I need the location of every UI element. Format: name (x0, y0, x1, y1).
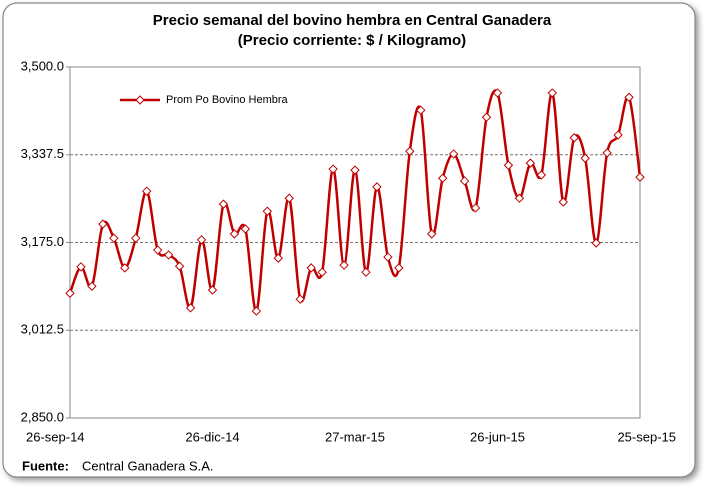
data-point (240, 224, 251, 234)
data-point (383, 252, 393, 262)
data-point (273, 253, 283, 263)
x-tick-label: 26-jun-15 (470, 429, 525, 444)
data-point (558, 197, 568, 207)
data-point (503, 160, 514, 170)
data-point (624, 92, 634, 102)
data-point (131, 233, 141, 243)
data-point (372, 182, 382, 192)
series-line (68, 89, 642, 313)
data-point (569, 133, 579, 143)
data-point (284, 193, 294, 203)
data-point (602, 148, 612, 158)
data-point (262, 206, 273, 216)
data-point (251, 306, 262, 316)
data-point (580, 153, 590, 163)
data-point (591, 238, 601, 248)
data-point (306, 263, 316, 273)
data-point (328, 164, 338, 174)
chart-title: Precio semanal del bovino hembra en Cent… (153, 12, 552, 29)
data-point (525, 158, 536, 168)
x-tick-label: 25-sep-15 (617, 429, 676, 444)
y-tick-label: 3,500.0 (21, 58, 64, 73)
data-point (218, 199, 229, 209)
data-point (416, 105, 426, 115)
data-point (536, 170, 547, 180)
data-point (109, 233, 119, 243)
data-point (76, 262, 86, 272)
data-point (142, 186, 152, 196)
data-point (470, 203, 481, 213)
x-tick-label: 26-sep-14 (26, 429, 85, 444)
data-point (481, 112, 492, 122)
data-point (339, 260, 349, 270)
data-point (405, 146, 415, 156)
data-point (547, 88, 558, 98)
data-point (514, 193, 525, 203)
data-point (317, 267, 327, 277)
y-tick-label: 3,337.5 (21, 146, 64, 161)
data-point (163, 250, 174, 260)
chart-subtitle: (Precio corriente: $ / Kilogramo) (238, 32, 466, 49)
data-point (448, 149, 459, 159)
data-point (120, 263, 130, 273)
legend-marker (135, 95, 145, 105)
data-point (350, 165, 360, 175)
data-point (174, 261, 185, 271)
data-point (196, 235, 207, 245)
data-point (492, 88, 503, 98)
data-point (295, 294, 305, 304)
y-tick-label: 3,175.0 (21, 234, 64, 249)
legend-label: Prom Po Bovino Hembra (166, 94, 289, 106)
y-tick-label: 2,850.0 (21, 409, 64, 424)
data-point (635, 172, 645, 182)
data-point (394, 263, 404, 273)
source: Central Ganadera S.A. (82, 458, 214, 473)
y-tick-label: 3,012.5 (21, 322, 64, 337)
data-point (459, 176, 470, 186)
data-point (65, 288, 75, 298)
data-point (437, 173, 448, 183)
x-tick-label: 27-mar-15 (325, 429, 385, 444)
data-point (185, 303, 196, 313)
data-point (207, 285, 218, 295)
data-point (152, 245, 163, 255)
data-point (98, 219, 108, 229)
data-point (427, 229, 437, 239)
data-point (229, 229, 240, 239)
data-point (87, 281, 97, 291)
data-point (613, 130, 623, 140)
source-label: Fuente: (22, 458, 69, 473)
data-point (361, 267, 371, 277)
x-tick-label: 26-dic-14 (185, 429, 239, 444)
